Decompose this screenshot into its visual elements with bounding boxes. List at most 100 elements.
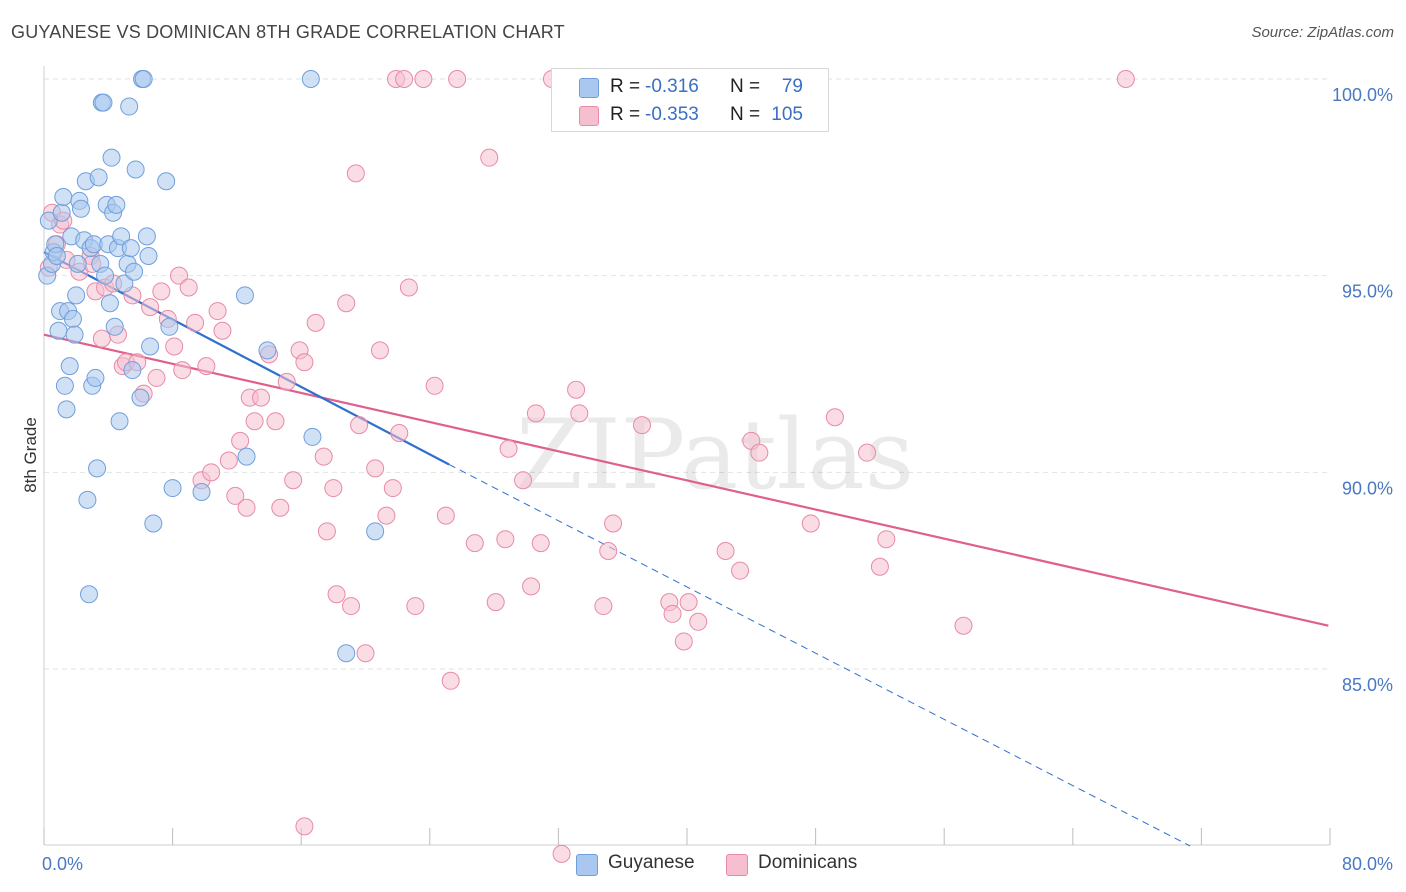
dominican-point: [716, 542, 735, 560]
guyanese-point: [123, 361, 142, 380]
dominican-point: [448, 70, 467, 88]
bottom-legend-label-dominicans: Dominicans: [758, 852, 858, 873]
dominican-point: [197, 357, 216, 376]
legend-n-value: 79: [781, 76, 803, 97]
dominican-point: [366, 459, 385, 478]
dominican-point: [356, 644, 375, 663]
guyanese-point: [125, 262, 144, 281]
legend-row-guyanese: R = -0.316 N = 79: [552, 73, 828, 101]
dominican-point: [327, 585, 346, 604]
dominican-point: [147, 368, 166, 387]
dominican-point: [436, 506, 455, 525]
guyanese-point: [366, 522, 385, 541]
legend-swatch-guyanese: [579, 78, 599, 98]
trend-lines: [43, 251, 1329, 847]
y-tick-label: 100.0%: [1332, 85, 1393, 105]
dominican-point: [179, 278, 198, 297]
chart-source: Source: ZipAtlas.com: [1251, 24, 1394, 41]
guyanese-point: [100, 294, 119, 313]
data-points: [38, 70, 1135, 863]
guyanese-point: [134, 70, 153, 88]
dominican-point: [219, 451, 238, 470]
y-tick-label: 95.0%: [1342, 282, 1393, 302]
guyanese-point: [80, 585, 99, 604]
dominican-point: [266, 412, 285, 431]
guyanese-point: [55, 376, 74, 395]
dominican-point: [731, 561, 750, 580]
dominican-point: [441, 671, 460, 690]
guyanese-point: [52, 203, 71, 222]
legend-swatch-dominicans: [579, 106, 599, 126]
guyanese-point: [78, 490, 97, 509]
x-tick-label-max: 80.0%: [1342, 854, 1393, 874]
bottom-legend-swatch-guyanese: [576, 854, 598, 876]
guyanese-point: [63, 309, 82, 328]
dominican-point: [522, 577, 541, 596]
guyanese-trend-extension: [448, 464, 1191, 847]
dominican-point: [383, 479, 402, 498]
guyanese-point: [49, 321, 68, 340]
guyanese-point: [120, 97, 139, 116]
guyanese-point: [71, 199, 90, 218]
dominican-point: [350, 416, 369, 435]
dominican-point: [870, 557, 889, 576]
dominican-point: [231, 431, 250, 450]
stats-legend: R = -0.316 N = 79 R = -0.353 N = 105: [551, 68, 829, 132]
guyanese-point: [303, 427, 322, 446]
y-tick-label: 90.0%: [1342, 478, 1393, 498]
dominican-point: [92, 329, 111, 348]
dominican-point: [425, 376, 444, 395]
legend-n-label: N =: [730, 104, 761, 125]
dominican-point: [306, 313, 325, 332]
dominican-point: [825, 408, 844, 427]
guyanese-point: [65, 325, 84, 344]
dominican-point: [324, 479, 343, 498]
guyanese-point: [301, 70, 320, 88]
dominican-point: [486, 593, 505, 612]
guyanese-point: [105, 317, 124, 336]
guyanese-point: [115, 274, 134, 293]
dominican-point: [594, 597, 613, 616]
dominican-point: [1116, 70, 1135, 88]
guyanese-point: [144, 514, 163, 533]
dominican-point: [604, 514, 623, 533]
guyanese-point: [160, 317, 179, 336]
dominican-point: [567, 380, 586, 399]
guyanese-point: [88, 459, 107, 478]
dominican-point: [317, 522, 336, 541]
guyanese-point: [67, 286, 86, 305]
dominican-point: [152, 282, 171, 301]
guyanese-point: [139, 247, 158, 265]
x-tick-label-min: 0.0%: [42, 854, 83, 874]
dominican-point: [271, 498, 290, 517]
legend-row-dominicans: R = -0.353 N = 105: [552, 101, 828, 129]
guyanese-point: [68, 254, 87, 273]
bottom-legend-label-guyanese: Guyanese: [608, 852, 695, 873]
dominican-point: [406, 597, 425, 616]
guyanese-point: [107, 195, 126, 214]
dominican-point: [531, 534, 550, 553]
dominican-point: [165, 337, 184, 356]
dominican-point: [465, 534, 484, 553]
legend-r-value: -0.353: [645, 104, 699, 125]
dominican-point: [342, 597, 361, 616]
guyanese-point: [237, 447, 256, 466]
dominican-point: [858, 443, 877, 462]
dominican-point: [346, 164, 365, 183]
dominican-point: [632, 416, 651, 435]
guyanese-point: [110, 412, 129, 431]
dominican-point: [170, 266, 189, 285]
dominican-point: [337, 294, 356, 313]
guyanese-point: [54, 188, 73, 206]
dominican-point: [663, 604, 682, 623]
dominican-point: [570, 404, 589, 423]
dominican-point: [295, 353, 314, 372]
dominican-point: [679, 593, 698, 612]
dominican-point: [395, 70, 414, 88]
dominican-point: [480, 148, 499, 167]
dominican-point: [750, 443, 769, 462]
guyanese-point: [102, 148, 121, 167]
guyanese-point: [121, 239, 140, 258]
dominican-point: [295, 817, 314, 836]
